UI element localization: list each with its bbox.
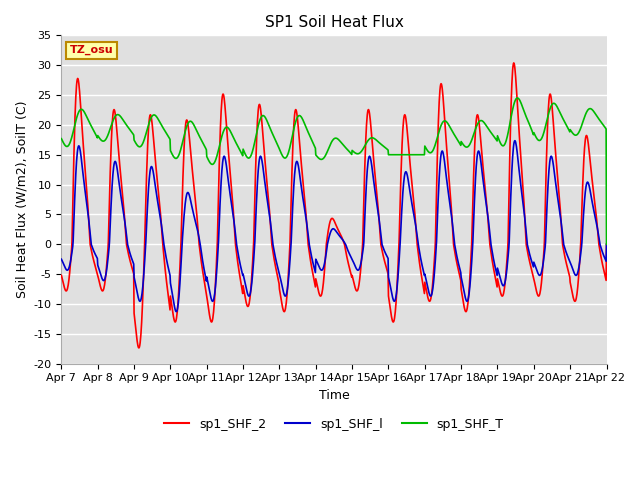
Y-axis label: Soil Heat Flux (W/m2), SoilT (C): Soil Heat Flux (W/m2), SoilT (C): [15, 101, 28, 298]
sp1_SHF_l: [172, 309, 180, 314]
sp1_SHF_2: [555, 187, 563, 193]
sp1_SHF_l: [603, 241, 611, 247]
sp1_SHF_T: [271, 137, 279, 143]
sp1_SHF_2: [285, 262, 292, 268]
sp1_SHF_T: [603, 241, 611, 247]
sp1_SHF_l: [418, 261, 426, 267]
sp1_SHF_2: [272, 264, 280, 270]
sp1_SHF_l: [555, 202, 563, 208]
sp1_SHF_l: [179, 240, 186, 246]
sp1_SHF_T: [514, 95, 522, 101]
sp1_SHF_2: [135, 345, 143, 351]
Line: sp1_SHF_l: sp1_SHF_l: [61, 141, 607, 312]
Title: SP1 Soil Heat Flux: SP1 Soil Heat Flux: [264, 15, 403, 30]
sp1_SHF_T: [508, 114, 515, 120]
sp1_SHF_T: [417, 152, 425, 157]
sp1_SHF_l: [272, 256, 280, 262]
sp1_SHF_T: [555, 107, 563, 112]
X-axis label: Time: Time: [319, 389, 349, 402]
sp1_SHF_l: [285, 272, 292, 277]
sp1_SHF_T: [285, 149, 292, 155]
sp1_SHF_l: [511, 138, 519, 144]
sp1_SHF_2: [508, 90, 515, 96]
Line: sp1_SHF_2: sp1_SHF_2: [61, 63, 607, 348]
sp1_SHF_l: [508, 176, 515, 181]
sp1_SHF_T: [58, 136, 65, 142]
sp1_SHF_2: [510, 60, 518, 66]
sp1_SHF_T: [178, 143, 186, 148]
Text: TZ_osu: TZ_osu: [70, 45, 113, 56]
sp1_SHF_2: [58, 273, 65, 278]
Line: sp1_SHF_T: sp1_SHF_T: [61, 98, 607, 244]
Legend: sp1_SHF_2, sp1_SHF_l, sp1_SHF_T: sp1_SHF_2, sp1_SHF_l, sp1_SHF_T: [159, 413, 509, 436]
sp1_SHF_2: [603, 241, 611, 247]
sp1_SHF_2: [179, 199, 186, 205]
sp1_SHF_2: [418, 275, 426, 280]
sp1_SHF_l: [58, 256, 65, 262]
